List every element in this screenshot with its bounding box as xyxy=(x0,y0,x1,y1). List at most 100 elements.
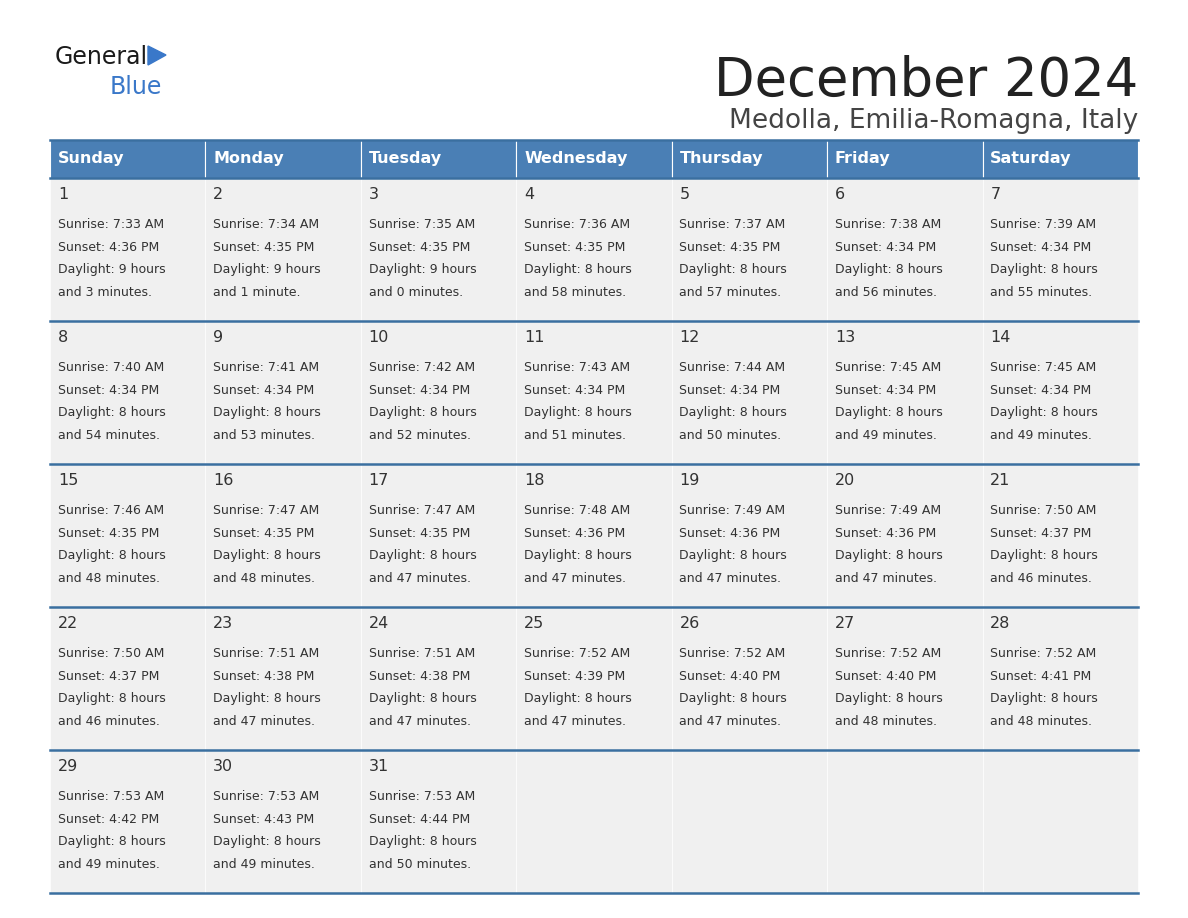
Text: Sunset: 4:36 PM: Sunset: 4:36 PM xyxy=(58,241,159,253)
Bar xyxy=(517,464,671,607)
Text: Sunset: 4:34 PM: Sunset: 4:34 PM xyxy=(991,384,1092,397)
Text: Sunset: 4:36 PM: Sunset: 4:36 PM xyxy=(680,527,781,540)
Bar xyxy=(50,140,206,178)
Text: and 49 minutes.: and 49 minutes. xyxy=(835,429,937,442)
Text: and 47 minutes.: and 47 minutes. xyxy=(835,572,937,585)
Bar xyxy=(50,321,206,464)
Bar xyxy=(827,178,982,321)
Text: Sunrise: 7:36 AM: Sunrise: 7:36 AM xyxy=(524,218,630,231)
Text: Sunrise: 7:53 AM: Sunrise: 7:53 AM xyxy=(368,790,475,803)
Text: and 48 minutes.: and 48 minutes. xyxy=(835,715,937,728)
Text: and 50 minutes.: and 50 minutes. xyxy=(368,857,470,871)
Text: 15: 15 xyxy=(58,473,78,487)
Text: Saturday: Saturday xyxy=(991,151,1072,166)
Text: Daylight: 8 hours: Daylight: 8 hours xyxy=(991,692,1098,705)
Text: 2: 2 xyxy=(213,186,223,202)
Text: Sunset: 4:34 PM: Sunset: 4:34 PM xyxy=(368,384,470,397)
Text: Daylight: 8 hours: Daylight: 8 hours xyxy=(680,407,788,420)
Text: Sunrise: 7:33 AM: Sunrise: 7:33 AM xyxy=(58,218,164,231)
Text: Sunset: 4:34 PM: Sunset: 4:34 PM xyxy=(835,384,936,397)
Text: and 57 minutes.: and 57 minutes. xyxy=(680,285,782,299)
Text: 29: 29 xyxy=(58,758,78,774)
Text: 30: 30 xyxy=(213,758,233,774)
Text: Sunrise: 7:45 AM: Sunrise: 7:45 AM xyxy=(991,361,1097,374)
Text: and 47 minutes.: and 47 minutes. xyxy=(680,572,782,585)
Text: Monday: Monday xyxy=(213,151,284,166)
Text: Sunset: 4:35 PM: Sunset: 4:35 PM xyxy=(58,527,159,540)
Text: and 47 minutes.: and 47 minutes. xyxy=(524,715,626,728)
Text: Sunrise: 7:42 AM: Sunrise: 7:42 AM xyxy=(368,361,475,374)
Text: Sunrise: 7:47 AM: Sunrise: 7:47 AM xyxy=(368,504,475,517)
Text: 26: 26 xyxy=(680,616,700,631)
Bar xyxy=(361,140,517,178)
Text: Daylight: 8 hours: Daylight: 8 hours xyxy=(524,263,632,276)
Bar xyxy=(827,140,982,178)
Text: and 0 minutes.: and 0 minutes. xyxy=(368,285,463,299)
Text: Sunset: 4:37 PM: Sunset: 4:37 PM xyxy=(991,527,1092,540)
Text: 25: 25 xyxy=(524,616,544,631)
Text: and 1 minute.: and 1 minute. xyxy=(213,285,301,299)
Text: Sunrise: 7:46 AM: Sunrise: 7:46 AM xyxy=(58,504,164,517)
Text: Sunset: 4:35 PM: Sunset: 4:35 PM xyxy=(213,527,315,540)
Text: Sunset: 4:34 PM: Sunset: 4:34 PM xyxy=(835,241,936,253)
Text: Sunset: 4:44 PM: Sunset: 4:44 PM xyxy=(368,812,470,825)
Text: Daylight: 8 hours: Daylight: 8 hours xyxy=(991,407,1098,420)
Text: Sunrise: 7:53 AM: Sunrise: 7:53 AM xyxy=(213,790,320,803)
Text: and 3 minutes.: and 3 minutes. xyxy=(58,285,152,299)
Text: Daylight: 9 hours: Daylight: 9 hours xyxy=(58,263,165,276)
Text: Daylight: 8 hours: Daylight: 8 hours xyxy=(680,692,788,705)
Text: Sunset: 4:35 PM: Sunset: 4:35 PM xyxy=(680,241,781,253)
Text: Sunrise: 7:37 AM: Sunrise: 7:37 AM xyxy=(680,218,785,231)
Text: Sunset: 4:34 PM: Sunset: 4:34 PM xyxy=(991,241,1092,253)
Text: Daylight: 8 hours: Daylight: 8 hours xyxy=(835,549,942,562)
Text: General: General xyxy=(55,45,148,69)
Text: 16: 16 xyxy=(213,473,234,487)
Text: Blue: Blue xyxy=(110,75,163,99)
Text: Tuesday: Tuesday xyxy=(368,151,442,166)
Text: Sunrise: 7:51 AM: Sunrise: 7:51 AM xyxy=(368,647,475,660)
Bar xyxy=(50,464,206,607)
Text: Sunrise: 7:34 AM: Sunrise: 7:34 AM xyxy=(213,218,320,231)
Text: and 50 minutes.: and 50 minutes. xyxy=(680,429,782,442)
Text: and 51 minutes.: and 51 minutes. xyxy=(524,429,626,442)
Bar xyxy=(982,750,1138,893)
Text: Daylight: 8 hours: Daylight: 8 hours xyxy=(368,835,476,848)
Bar xyxy=(827,321,982,464)
Text: Sunset: 4:35 PM: Sunset: 4:35 PM xyxy=(213,241,315,253)
Text: Daylight: 8 hours: Daylight: 8 hours xyxy=(368,692,476,705)
Text: Sunset: 4:34 PM: Sunset: 4:34 PM xyxy=(213,384,315,397)
Text: Daylight: 9 hours: Daylight: 9 hours xyxy=(213,263,321,276)
Text: Sunset: 4:35 PM: Sunset: 4:35 PM xyxy=(524,241,625,253)
Text: Daylight: 8 hours: Daylight: 8 hours xyxy=(213,549,321,562)
Text: and 58 minutes.: and 58 minutes. xyxy=(524,285,626,299)
Text: Medolla, Emilia-Romagna, Italy: Medolla, Emilia-Romagna, Italy xyxy=(728,108,1138,134)
Bar xyxy=(671,750,827,893)
Text: Daylight: 8 hours: Daylight: 8 hours xyxy=(58,835,165,848)
Text: Sunrise: 7:51 AM: Sunrise: 7:51 AM xyxy=(213,647,320,660)
Text: and 49 minutes.: and 49 minutes. xyxy=(213,857,315,871)
Text: Sunset: 4:40 PM: Sunset: 4:40 PM xyxy=(835,669,936,683)
Text: Daylight: 8 hours: Daylight: 8 hours xyxy=(368,549,476,562)
Text: and 49 minutes.: and 49 minutes. xyxy=(991,429,1092,442)
Text: 10: 10 xyxy=(368,330,388,344)
Text: Sunrise: 7:50 AM: Sunrise: 7:50 AM xyxy=(991,504,1097,517)
Text: Sunrise: 7:38 AM: Sunrise: 7:38 AM xyxy=(835,218,941,231)
Text: 14: 14 xyxy=(991,330,1011,344)
Bar xyxy=(671,178,827,321)
Text: Sunset: 4:40 PM: Sunset: 4:40 PM xyxy=(680,669,781,683)
Text: Sunrise: 7:35 AM: Sunrise: 7:35 AM xyxy=(368,218,475,231)
Text: Sunrise: 7:43 AM: Sunrise: 7:43 AM xyxy=(524,361,630,374)
Text: Daylight: 8 hours: Daylight: 8 hours xyxy=(991,549,1098,562)
Text: Sunset: 4:41 PM: Sunset: 4:41 PM xyxy=(991,669,1092,683)
Text: and 47 minutes.: and 47 minutes. xyxy=(368,572,470,585)
Bar xyxy=(206,321,361,464)
Text: and 48 minutes.: and 48 minutes. xyxy=(58,572,159,585)
Text: and 54 minutes.: and 54 minutes. xyxy=(58,429,159,442)
Text: 24: 24 xyxy=(368,616,388,631)
Polygon shape xyxy=(148,46,166,65)
Text: Sunrise: 7:47 AM: Sunrise: 7:47 AM xyxy=(213,504,320,517)
Text: 28: 28 xyxy=(991,616,1011,631)
Text: Sunset: 4:37 PM: Sunset: 4:37 PM xyxy=(58,669,159,683)
Text: Sunset: 4:38 PM: Sunset: 4:38 PM xyxy=(368,669,470,683)
Text: Sunrise: 7:45 AM: Sunrise: 7:45 AM xyxy=(835,361,941,374)
